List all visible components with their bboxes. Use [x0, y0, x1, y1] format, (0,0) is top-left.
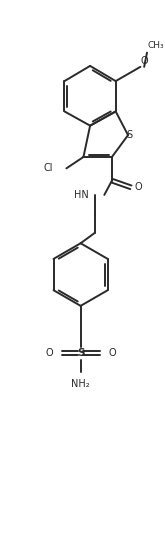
Text: S: S	[77, 348, 84, 358]
Text: O: O	[140, 56, 148, 66]
Text: O: O	[108, 348, 116, 358]
Text: NH₂: NH₂	[71, 379, 90, 389]
Text: Cl: Cl	[44, 163, 53, 173]
Text: S: S	[126, 130, 132, 140]
Text: HN: HN	[74, 190, 89, 200]
Text: O: O	[46, 348, 53, 358]
Text: CH₃: CH₃	[147, 41, 164, 50]
Text: O: O	[135, 182, 142, 192]
